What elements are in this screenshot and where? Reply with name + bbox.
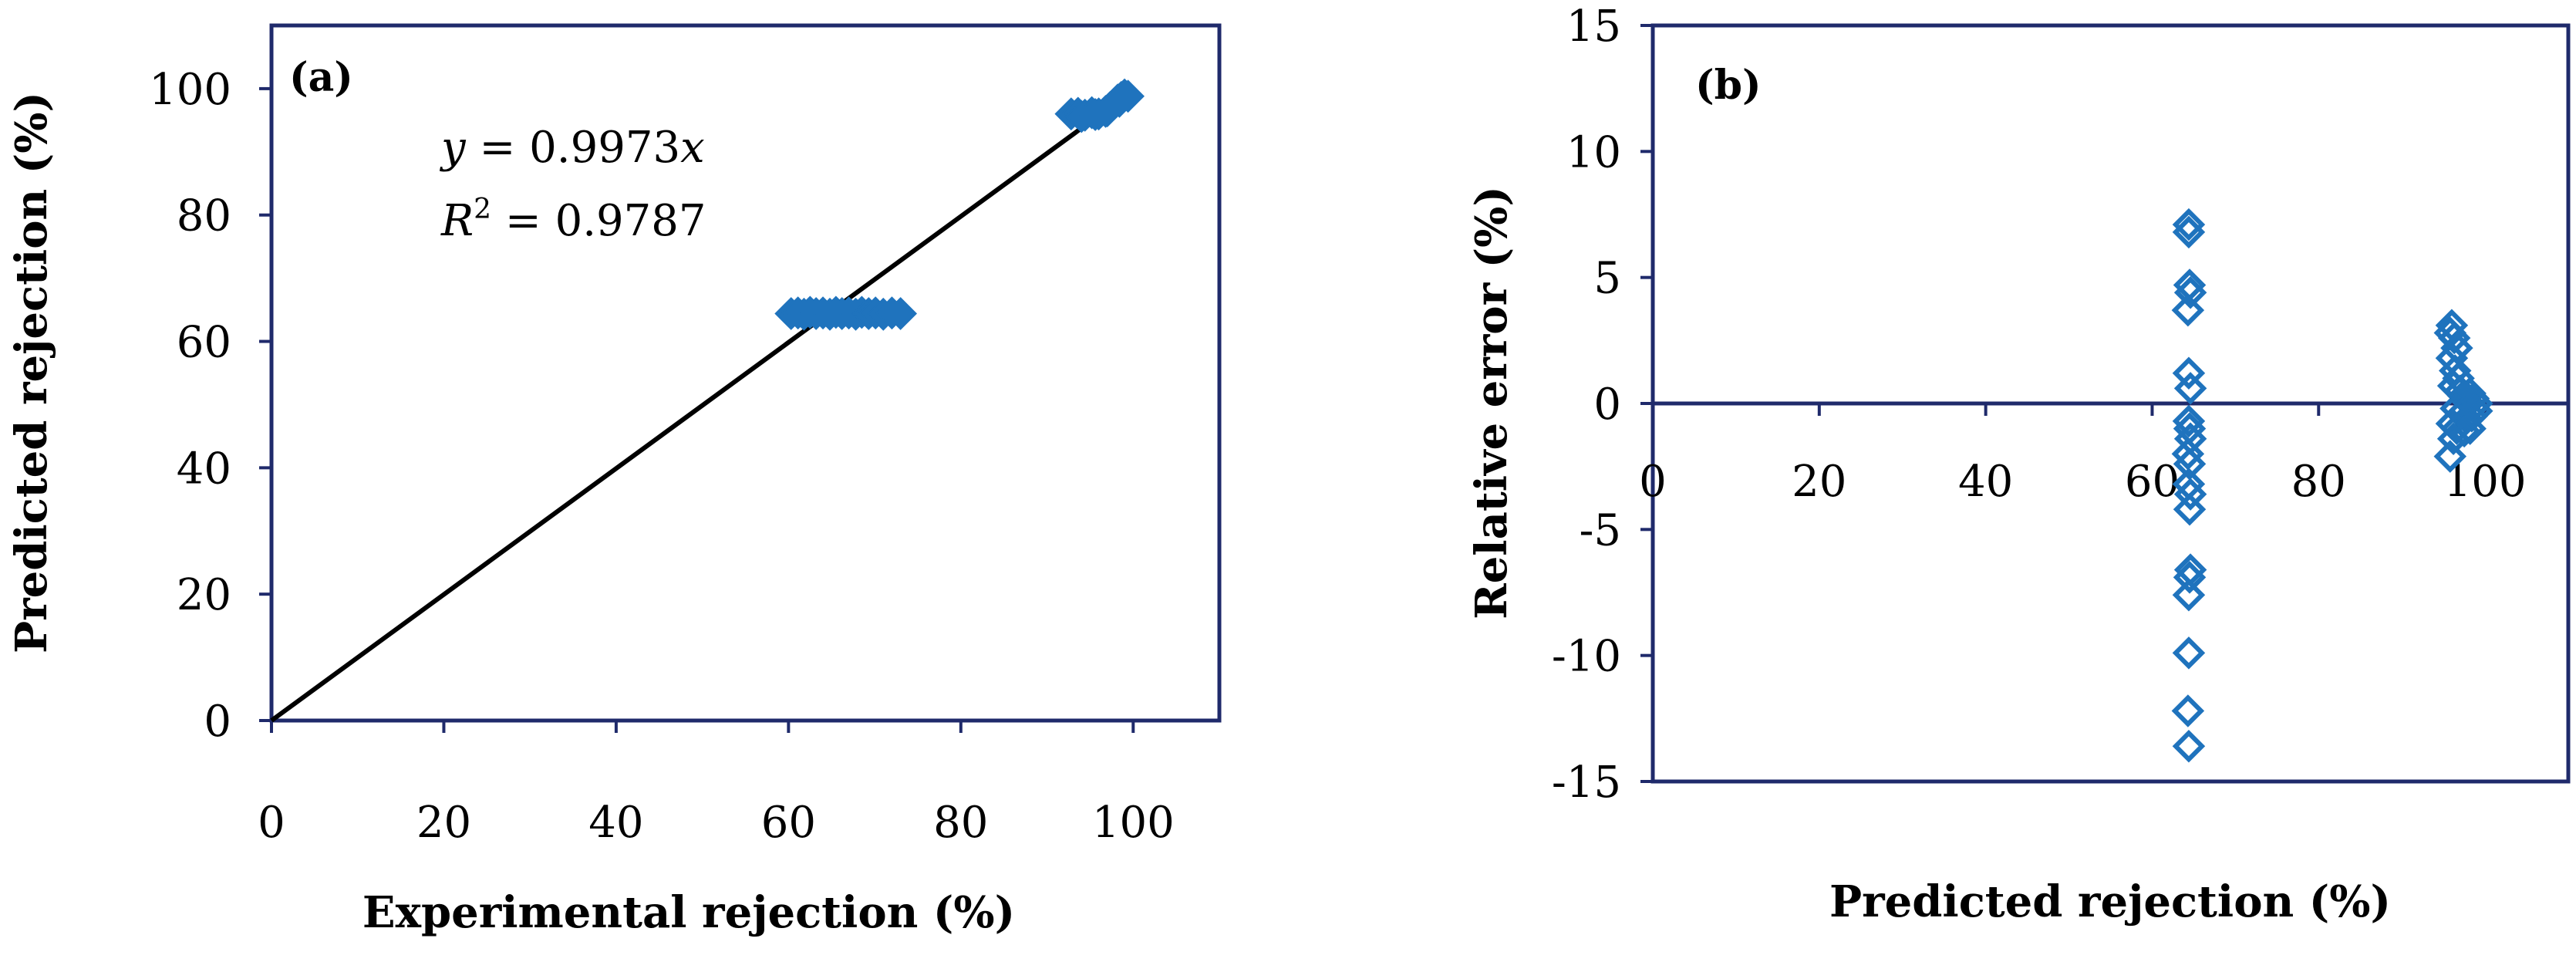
panel-b-x-tick-label: 0 [1639,457,1667,507]
panel-a-x-tick-label: 60 [761,798,816,848]
panel-a-chart: 0 20 40 60 80 100 0 20 40 60 80 100 (a) y = 0.9973x… [6,23,1222,938]
panel-b-x-tick-label: 40 [1958,457,2013,507]
panel-a-r-squared: R2 = 0.9787 [440,194,706,246]
panel-b-data-point [2173,492,2207,526]
panel-a-label: (a) [289,54,353,101]
panel-b-y-tick-label: -15 [1552,758,1621,808]
panel-a-y-tick-label: 100 [149,65,231,115]
panel-b-data-point [2172,208,2206,241]
panel-b-x-axis-title: Predicted rejection (%) [1829,876,2391,927]
panel-a-x-tick-label: 20 [416,798,471,848]
panel-b-data-point [2173,561,2207,594]
panel-b-data-point [2172,215,2206,249]
panel-b-y-tick-label: 10 [1566,127,1621,177]
panel-b-data-point [2173,478,2207,511]
panel-a-y-axis-title: Predicted rejection (%) [6,92,57,653]
panel-a-x-tick-label: 100 [1092,798,1175,848]
panel-b-data-point [2173,276,2207,309]
panel-a-trendline [270,88,1135,723]
panel-a-x-axis-title: Experimental rejection (%) [362,887,1015,938]
panel-b-data-point [2437,321,2471,355]
panel-b-data-point [2171,437,2205,471]
panel-a-y-tick-label: 0 [204,697,231,747]
panel-a-tick-labels: 0 20 40 60 80 100 0 20 40 60 80 100 [149,65,1175,848]
panel-b-data-point [2171,293,2205,327]
panel-a-equation-y: y [439,123,467,173]
panel-b-x-tick-label: 20 [1792,457,1846,507]
panel-a-x-tick-label: 40 [588,798,643,848]
panel-a-axis-ticks [259,86,1135,733]
panel-b-data-point [2173,447,2207,481]
panel-a-r2-rest: = 0.9787 [491,196,706,246]
panel-a-equation-rest: = 0.9973 [466,123,680,173]
panel-b-x-tick-label: 80 [2291,457,2346,507]
panel-a-y-tick-label: 40 [177,444,231,494]
panel-a-data-points [774,78,1145,331]
panel-b-y-axis-title: Relative error (%) [1466,186,1517,619]
panel-a-data-point [884,297,918,330]
panel-b-data-points [2171,208,2493,763]
panel-b-data-point [2171,694,2205,727]
panel-b-y-tick-label: -10 [1552,632,1621,682]
panel-b-data-point [2453,412,2487,445]
panel-a-y-tick-label: 80 [177,191,231,241]
panel-b-x-tick-label: 60 [2125,457,2180,507]
panel-b-data-point [2440,412,2473,445]
panel-a-equation-x: x [680,123,705,173]
panel-b-y-tick-label: -5 [1579,505,1621,555]
panel-b-y-tick-label: 5 [1593,254,1621,304]
panel-a-y-tick-label: 20 [177,570,231,620]
panel-b-data-point [2172,356,2206,390]
panel-a-r2-var: R [440,196,474,246]
panel-b-data-point [2172,730,2206,763]
panel-b-data-point [2436,422,2470,455]
panel-a-equation: y = 0.9973x [439,123,705,173]
panel-b-data-point [2172,636,2206,670]
panel-a-plot-frame [269,23,1222,723]
panel-b-y-tick-label: 0 [1593,380,1621,430]
panel-b-data-point [2173,372,2207,405]
panel-a-r2-sup: 2 [474,194,491,225]
panel-a-y-tick-label: 60 [177,318,231,368]
panel-b-y-tick-label: 15 [1566,2,1621,52]
panel-a-x-tick-label: 80 [933,798,988,848]
panel-b-data-point [2172,404,2206,438]
panel-b-label: (b) [1695,62,1762,109]
panel-a-data-point [1102,84,1136,118]
panel-b-data-point [2433,440,2467,473]
panel-b-data-point [2172,579,2206,612]
panel-a-x-tick-label: 0 [258,798,285,848]
